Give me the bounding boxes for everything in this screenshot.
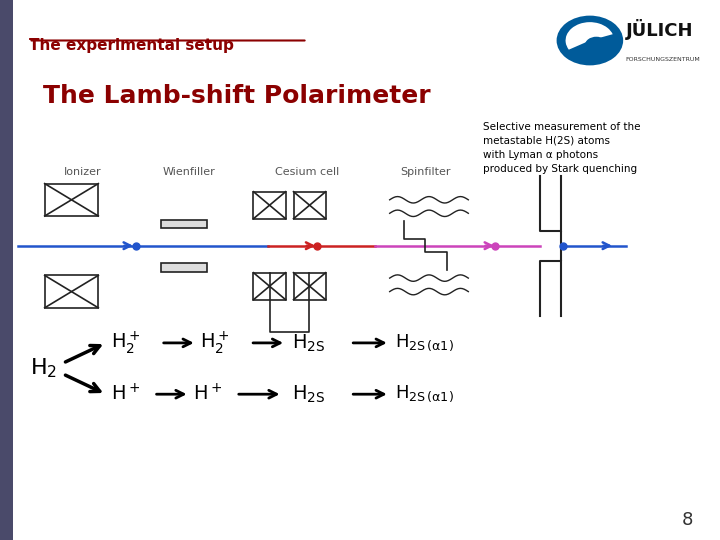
Text: The Lamb-shift Polarimeter: The Lamb-shift Polarimeter (43, 84, 431, 107)
Bar (253, 192, 286, 219)
Circle shape (585, 37, 608, 54)
Bar (161, 263, 207, 272)
Text: $\mathrm{H_{2S}}$: $\mathrm{H_{2S}}$ (292, 383, 325, 405)
Bar (253, 273, 286, 300)
Text: Ionizer: Ionizer (63, 167, 101, 178)
Text: JÜLICH: JÜLICH (626, 19, 693, 40)
Bar (45, 275, 99, 308)
Text: $\mathrm{H_{2S}}$: $\mathrm{H_{2S}}$ (292, 332, 325, 354)
Bar (45, 184, 99, 216)
Text: Selective measurement of the
metastable H(2S) atoms
with Lyman α photons
produce: Selective measurement of the metastable … (482, 122, 640, 173)
Text: FORSCHUNGSZENTRUM: FORSCHUNGSZENTRUM (626, 57, 701, 62)
Text: Cesium cell: Cesium cell (275, 167, 340, 178)
Text: $\mathrm{H_{2S\,(\alpha 1)}}$: $\mathrm{H_{2S\,(\alpha 1)}}$ (395, 384, 454, 404)
Text: $\mathrm{H^+}$: $\mathrm{H^+}$ (193, 383, 222, 405)
Text: $\mathrm{H_2^+}$: $\mathrm{H_2^+}$ (111, 329, 140, 356)
Bar (294, 192, 325, 219)
Text: The experimental setup: The experimental setup (29, 38, 233, 53)
Bar (294, 273, 325, 300)
Text: $\mathrm{H_{2S\,(\alpha 1)}}$: $\mathrm{H_{2S\,(\alpha 1)}}$ (395, 333, 454, 353)
Circle shape (556, 15, 624, 66)
Text: $\mathrm{H_2}$: $\mathrm{H_2}$ (30, 357, 57, 380)
Text: $\mathrm{H_2^+}$: $\mathrm{H_2^+}$ (200, 329, 230, 356)
Text: $\mathrm{H^+}$: $\mathrm{H^+}$ (111, 383, 140, 405)
Bar (161, 220, 207, 228)
Text: Spinfilter: Spinfilter (400, 167, 451, 178)
Text: Wienfiller: Wienfiller (163, 167, 216, 178)
Wedge shape (566, 22, 613, 50)
Bar (0, 0, 13, 540)
Text: 8: 8 (682, 511, 693, 529)
